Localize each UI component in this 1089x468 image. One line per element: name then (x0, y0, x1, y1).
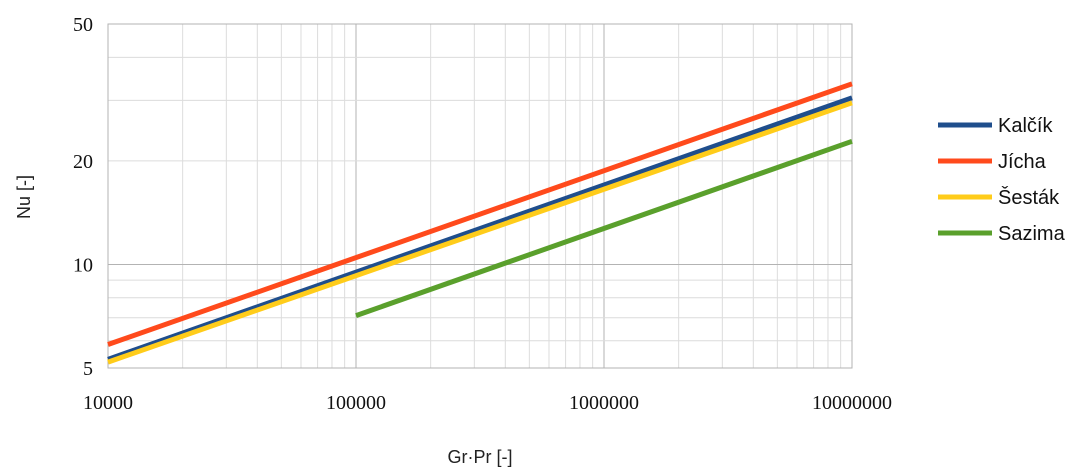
legend-label: Kalčík (998, 115, 1053, 137)
x-tick-label: 10000000 (812, 392, 892, 414)
grid (108, 24, 852, 368)
series-line-sazima (355, 138, 853, 318)
legend-label: Jícha (998, 151, 1047, 173)
y-tick-label: 50 (73, 14, 93, 36)
x-tick-label: 100000 (326, 392, 386, 414)
legend: Kalčík Jícha Šesták Sazima (938, 115, 1066, 245)
x-tick-label: 1000000 (569, 392, 639, 414)
plot-frame (107, 23, 853, 369)
series-line-kalčík (107, 95, 853, 362)
y-tick-label: 10 (73, 254, 93, 276)
y-tick-label: 5 (83, 358, 93, 380)
x-tick-label: 10000 (83, 392, 133, 414)
series-line-šesták (107, 100, 853, 365)
series-group (107, 81, 853, 365)
legend-label: Šesták (998, 186, 1060, 209)
x-axis-title: Gr·Pr [-] (448, 447, 513, 467)
y-tick-label: 20 (73, 151, 93, 173)
x-tick-labels: 10000 100000 1000000 10000000 (83, 392, 892, 414)
y-axis-title: Nu [-] (14, 175, 34, 219)
y-tick-labels: 5 10 20 50 (73, 14, 93, 380)
series-line-jícha (107, 81, 853, 347)
legend-label: Sazima (998, 223, 1066, 245)
